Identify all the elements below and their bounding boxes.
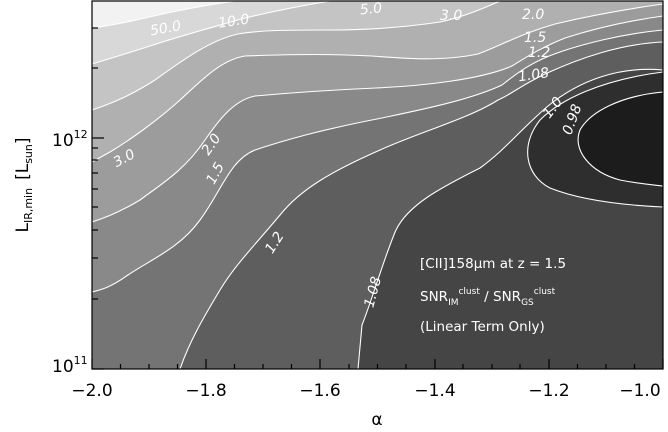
contour-line-1.0 — [527, 71, 663, 208]
contour-line-5.0 — [92, 1, 501, 111]
contour-line-2.0 — [92, 15, 663, 223]
snr-gs: SNR — [493, 289, 521, 305]
contour-label-2-top: 2.0 — [522, 7, 544, 23]
contour-line-0.98 — [577, 91, 663, 187]
contour-label-1.2-top: 1.2 — [528, 45, 550, 61]
x-tick-labels: −2.0 −1.8 −1.6 −1.4 −1.2 −1.0 — [71, 381, 660, 401]
x-tick-label: −1.0 — [619, 381, 660, 401]
x-tick-label: −1.4 — [414, 381, 455, 401]
contour-label-1.08-top: 1.08 — [517, 65, 550, 85]
contour-line-3.0 — [92, 3, 663, 163]
contour-label-1.08-bottom: 1.08 — [361, 275, 385, 309]
x-tick-label: −1.6 — [299, 381, 340, 401]
contour-line-50.0 — [92, 1, 236, 29]
contour-label-10: 10.0 — [217, 12, 250, 32]
snr-gs-sub: GS — [521, 298, 534, 308]
contour-label-1.5-top: 1.5 — [524, 30, 546, 46]
contour-line-10.0 — [92, 1, 331, 65]
region-above-50.0 — [92, 1, 235, 28]
contour-fills: 50.0 10.0 5.0 3.0 2.0 1.5 1.2 1.08 1.0 0… — [92, 0, 663, 369]
contour-labels: 50.0 10.0 5.0 3.0 2.0 1.5 1.2 1.08 1.0 0… — [111, 0, 586, 309]
annotation-line-3: (Linear Term Only) — [420, 319, 545, 335]
ratio-slash: / — [480, 289, 493, 305]
region-3.0-5.0 — [92, 1, 663, 162]
y-tick-labels: 1011 1012 — [52, 128, 88, 377]
y-tick-label-11: 1011 — [52, 354, 88, 377]
x-axis-label: α — [371, 410, 382, 430]
annotation: [CII]158μm at z = 1.5 SNRIMclust / SNRGS… — [420, 256, 566, 335]
contour-lines — [92, 1, 663, 369]
snr-im-sup: clust — [458, 287, 480, 297]
y-axis-label: LIR,min[Lsun] — [13, 137, 35, 232]
contour-line-1.5 — [92, 29, 663, 293]
x-tick-label: −1.8 — [185, 381, 226, 401]
contour-line-1.2 — [179, 41, 663, 369]
annotation-line-1: [CII]158μm at z = 1.5 — [420, 256, 566, 272]
x-tick-label: −2.0 — [71, 381, 112, 401]
contour-label-3-top: 3.0 — [440, 8, 462, 24]
annotation-line-2: SNRIMclust / SNRGSclust — [420, 287, 556, 308]
x-ticks — [91, 359, 664, 369]
contour-label-5: 5.0 — [359, 0, 383, 18]
x-tick-label: −1.2 — [528, 381, 569, 401]
region-below-0.98 — [578, 92, 663, 186]
y-tick-label-12: 1012 — [52, 128, 88, 151]
contour-label-50: 50.0 — [149, 18, 183, 39]
contour-line-1.08 — [357, 68, 663, 369]
y-ticks — [92, 27, 104, 370]
snr-gs-sup: clust — [534, 287, 556, 297]
snr-im: SNR — [420, 289, 448, 305]
snr-im-sub: IM — [448, 298, 458, 308]
